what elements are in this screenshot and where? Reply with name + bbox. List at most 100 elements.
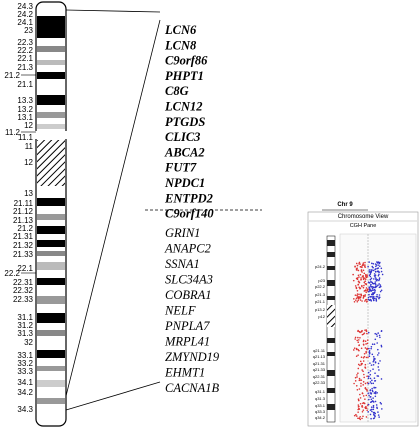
- probe-dot: [355, 299, 357, 301]
- mini-band: [327, 252, 335, 257]
- probe-dot: [359, 393, 361, 396]
- probe-dot: [372, 355, 375, 358]
- probe-dot: [374, 400, 377, 403]
- probe-dot: [371, 379, 373, 382]
- probe-dot: [359, 379, 361, 381]
- probe-dot: [366, 290, 369, 292]
- probe-dot: [367, 281, 370, 283]
- probe-dot: [378, 369, 380, 371]
- probe-dot: [358, 377, 361, 380]
- probe-dot: [364, 329, 366, 331]
- probe-dot: [355, 277, 358, 280]
- band: [37, 251, 65, 256]
- probe-dot: [364, 398, 366, 400]
- probe-dot: [359, 299, 362, 301]
- probe-dot: [374, 271, 377, 273]
- probe-dot: [358, 417, 361, 419]
- probe-dot: [359, 402, 362, 405]
- probe-dot: [381, 273, 384, 276]
- probe-dot: [368, 398, 370, 401]
- inset-band-label: p22.2: [315, 284, 326, 289]
- band-label: 24.3: [17, 2, 33, 11]
- probe-dot: [356, 293, 359, 295]
- probe-dot: [354, 376, 357, 379]
- probe-dot: [373, 386, 375, 389]
- band-label: 13: [24, 189, 33, 198]
- probe-dot: [377, 348, 379, 351]
- gene-label: EHMT1: [164, 366, 205, 380]
- gene-label: ABCA2: [164, 145, 205, 159]
- probe-dot: [357, 269, 360, 272]
- band: [37, 226, 65, 234]
- probe-dot: [358, 286, 361, 289]
- probe-dot: [365, 291, 368, 294]
- probe-dot: [378, 283, 380, 285]
- mini-band: [327, 266, 335, 270]
- probe-dot: [361, 264, 364, 267]
- inset-band-label: q22.31: [313, 374, 326, 379]
- probe-dot: [357, 336, 359, 339]
- probe-dot: [367, 375, 370, 378]
- probe-dot: [373, 297, 376, 300]
- probe-dot: [379, 290, 382, 293]
- probe-dot: [368, 261, 370, 263]
- probe-dot: [372, 404, 375, 407]
- probe-dot: [369, 275, 372, 278]
- probe-dot: [359, 418, 362, 421]
- band: [37, 16, 65, 26]
- probe-dot: [352, 279, 355, 282]
- probe-dot: [373, 357, 376, 360]
- probe-dot: [368, 269, 371, 271]
- mini-chromosome: [326, 235, 336, 423]
- probe-dot: [370, 364, 373, 366]
- probe-dot: [358, 344, 361, 346]
- probe-dot: [370, 400, 373, 403]
- gene-label: FUT7: [164, 161, 197, 175]
- probe-dot: [369, 409, 372, 411]
- probe-dot: [377, 332, 380, 334]
- probe-dot: [372, 406, 375, 408]
- probe-dot: [371, 289, 373, 292]
- mini-band: [327, 280, 335, 286]
- probe-dot: [366, 390, 368, 392]
- probe-dot: [363, 281, 366, 284]
- probe-dot: [365, 394, 368, 397]
- band-label: 21.1: [17, 80, 33, 89]
- probe-dot: [360, 385, 362, 387]
- probe-dot: [369, 392, 372, 394]
- probe-dot: [356, 374, 358, 376]
- probe-dot: [364, 347, 367, 349]
- mini-band: [327, 370, 335, 376]
- probe-dot: [371, 287, 374, 290]
- probe-dot: [373, 413, 375, 416]
- band-label: 24.1: [17, 18, 33, 27]
- band: [37, 330, 65, 336]
- probe-dot: [364, 382, 367, 385]
- probe-dot: [373, 273, 376, 275]
- inset-band-label: q22.33: [313, 380, 326, 385]
- probe-dot: [353, 347, 356, 349]
- probe-dot: [379, 284, 382, 286]
- probe-dot: [357, 299, 359, 302]
- probe-dot: [367, 392, 370, 395]
- band-label: 22.2: [4, 269, 20, 278]
- probe-dot: [359, 415, 362, 418]
- band: [37, 262, 65, 270]
- probe-dot: [356, 267, 358, 269]
- probe-dot: [361, 417, 363, 420]
- probe-dot: [365, 352, 367, 354]
- probe-dot: [371, 265, 374, 268]
- probe-dot: [362, 296, 365, 298]
- probe-dot: [364, 294, 367, 296]
- probe-dot: [381, 408, 383, 410]
- probe-dot: [375, 404, 378, 406]
- band-label: 33.2: [17, 359, 33, 368]
- probe-dot: [374, 332, 377, 335]
- probe-dot: [358, 293, 360, 296]
- probe-dot: [360, 293, 362, 295]
- probe-dot: [353, 382, 355, 385]
- probe-dot: [376, 262, 379, 264]
- probe-dot: [369, 289, 372, 292]
- probe-dot: [374, 338, 377, 341]
- probe-dot: [372, 293, 374, 295]
